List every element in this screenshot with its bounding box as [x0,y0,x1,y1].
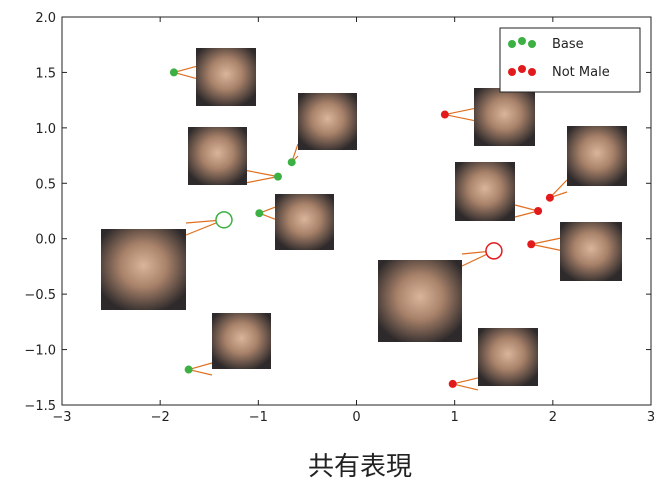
point [534,207,542,215]
x-tick-label: −1 [249,410,268,425]
y-tick-label: 0.0 [35,233,56,248]
chart: 共有表現 −3−2−101232.01.51.00.50.0−0.5−1.0−1… [0,0,657,492]
y-tick-label: −0.5 [24,288,56,303]
face-image [560,222,622,281]
face-image [196,48,256,106]
face-image [455,162,515,221]
legend-marker [518,65,526,73]
legend-label: Base [552,37,584,52]
point [441,111,449,119]
y-tick-label: −1.0 [24,344,56,359]
point [527,240,535,248]
legend-marker [508,68,516,76]
x-tick-label: 0 [352,410,360,425]
face-image [474,88,535,146]
legend-marker [508,40,516,48]
y-tick-label: 2.0 [35,11,56,26]
y-tick-label: 1.5 [35,66,56,81]
y-tick-label: −1.5 [24,399,56,414]
face-image [188,127,247,185]
x-tick-label: 1 [451,410,459,425]
legend-label: Not Male [552,65,610,80]
face-image [378,260,462,342]
x-axis-label: 共有表現 [308,452,412,482]
face-image [478,328,538,386]
x-tick-label: 2 [549,410,557,425]
point [274,173,282,181]
face-image [275,194,334,250]
legend-marker [528,40,536,48]
point [185,366,193,374]
point [449,380,457,388]
x-tick-label: −2 [151,410,170,425]
centroid-point [216,212,232,228]
face-image [567,126,627,186]
point [546,194,554,202]
y-tick-label: 1.0 [35,122,56,137]
point [255,209,263,217]
legend-marker [518,37,526,45]
point [288,158,296,166]
face-image [298,93,357,150]
legend-marker [528,68,536,76]
face-image [101,229,186,310]
face-image [212,313,271,369]
point [170,68,178,76]
centroid-point [486,243,502,259]
y-tick-label: 0.5 [35,177,56,192]
x-tick-label: 3 [647,410,655,425]
